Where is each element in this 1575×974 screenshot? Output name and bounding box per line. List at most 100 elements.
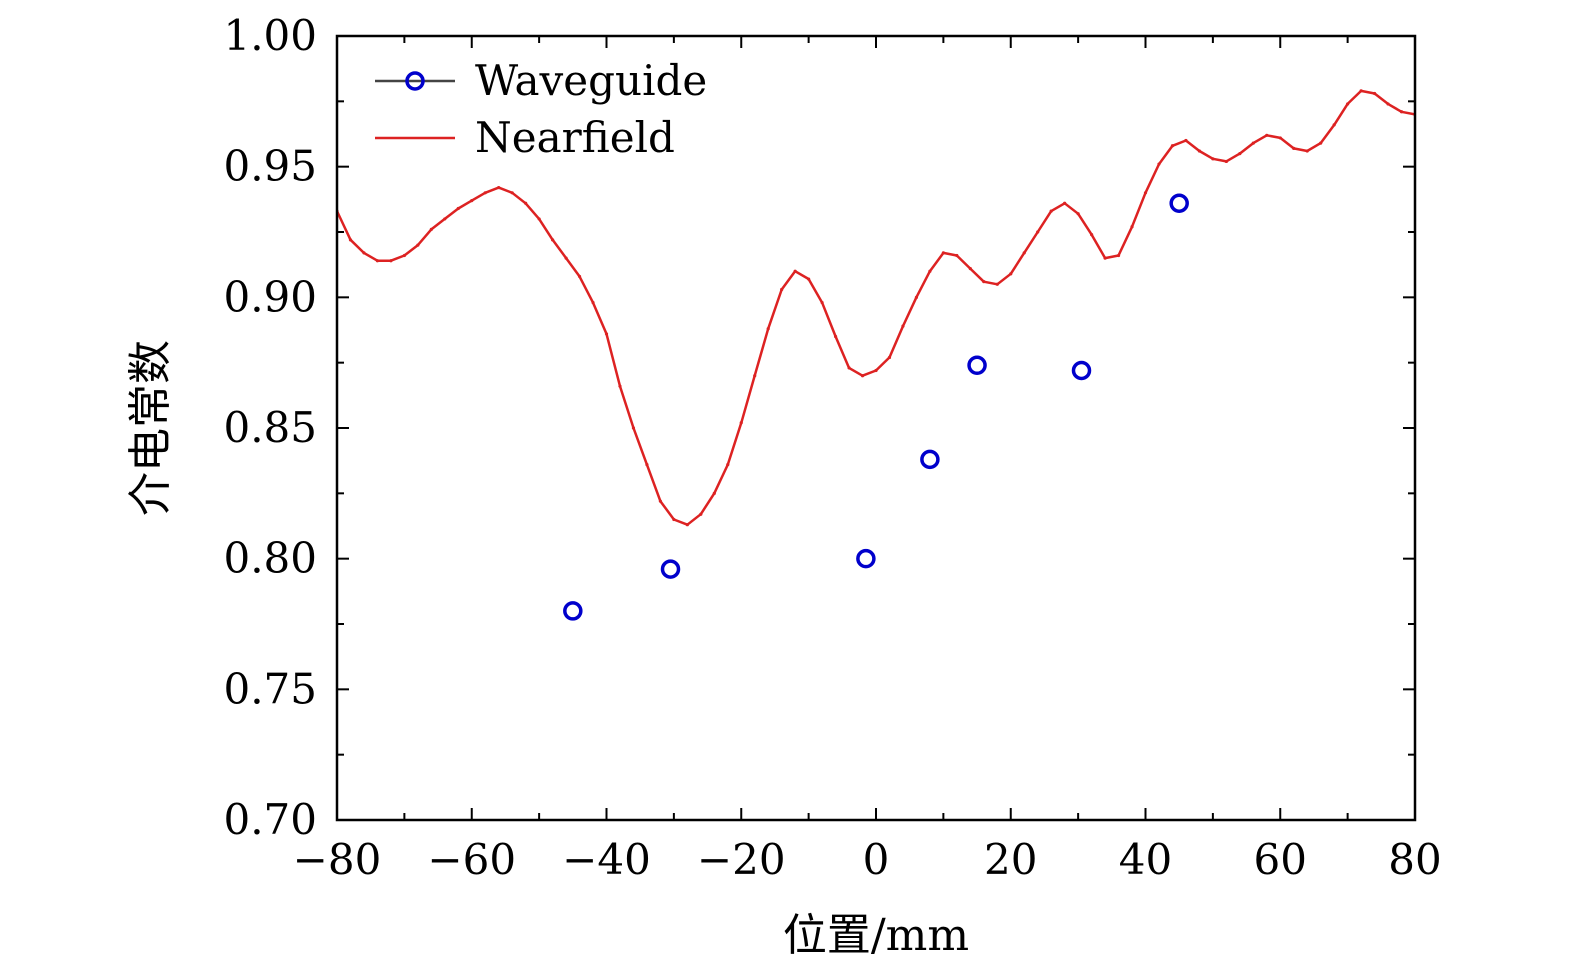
nearfield-point bbox=[375, 259, 380, 263]
nearfield-point bbox=[928, 269, 932, 273]
nearfield-point bbox=[1265, 133, 1269, 137]
points-layer bbox=[563, 193, 1189, 621]
nearfield-point bbox=[1251, 141, 1255, 145]
ticks-layer bbox=[336, 35, 1416, 821]
nearfield-point bbox=[537, 217, 541, 221]
x-tick-label: −80 bbox=[293, 835, 382, 884]
waveguide-point bbox=[660, 559, 681, 579]
nearfield-point bbox=[524, 201, 528, 205]
nearfield-point bbox=[591, 300, 595, 305]
nearfield-point bbox=[1399, 110, 1404, 114]
nearfield-point bbox=[551, 238, 555, 242]
nearfield-point bbox=[1332, 123, 1336, 127]
nearfield-point bbox=[389, 259, 393, 263]
nearfield-point bbox=[1063, 201, 1067, 205]
y-tick-label: 0.70 bbox=[223, 795, 317, 844]
nearfield-point bbox=[712, 491, 716, 495]
nearfield-point bbox=[1170, 144, 1175, 148]
nearfield-point bbox=[348, 238, 353, 242]
nearfield-point bbox=[1049, 209, 1053, 213]
nearfield-point bbox=[1319, 141, 1323, 145]
nearfield-point bbox=[631, 426, 636, 430]
nearfield-point bbox=[497, 185, 501, 190]
nearfield-point bbox=[416, 243, 420, 247]
nearfield-point bbox=[564, 256, 568, 260]
nearfield-point bbox=[820, 300, 824, 305]
nearfield-point bbox=[901, 324, 905, 328]
y-tick-label: 1.00 bbox=[223, 11, 317, 60]
x-tick-label: −40 bbox=[562, 835, 651, 884]
x-tick-label: 40 bbox=[1119, 835, 1172, 884]
nearfield-point bbox=[1305, 149, 1309, 153]
nearfield-point bbox=[860, 374, 865, 378]
nearfield-point bbox=[685, 523, 689, 527]
series-layer bbox=[337, 89, 1415, 527]
nearfield-point bbox=[955, 253, 959, 258]
nearfield-point bbox=[1184, 138, 1188, 143]
x-tick-label: −60 bbox=[427, 835, 516, 884]
nearfield-point bbox=[739, 421, 743, 425]
nearfield-point bbox=[1009, 272, 1013, 276]
nearfield-point bbox=[1292, 146, 1296, 150]
x-tick-label: 80 bbox=[1388, 835, 1441, 884]
nearfield-point bbox=[470, 199, 474, 203]
legend-marker-waveguide bbox=[405, 71, 425, 91]
nearfield-point bbox=[914, 295, 919, 299]
nearfield-point bbox=[658, 499, 663, 503]
nearfield-point bbox=[1130, 225, 1134, 229]
nearfield-point bbox=[577, 274, 582, 279]
nearfield-point bbox=[1346, 102, 1350, 106]
nearfield-point bbox=[1103, 256, 1107, 260]
nearfield-point bbox=[510, 191, 514, 195]
nearfield-point bbox=[362, 251, 366, 255]
nearfield-point bbox=[807, 277, 811, 281]
nearfield-point bbox=[1359, 89, 1363, 93]
waveguide-point bbox=[1071, 360, 1092, 381]
nearfield-point bbox=[402, 253, 406, 258]
nearfield-point bbox=[847, 366, 851, 370]
waveguide-point bbox=[856, 548, 876, 569]
nearfield-point bbox=[982, 280, 986, 284]
nearfield-point bbox=[1278, 136, 1282, 140]
nearfield-point bbox=[887, 355, 892, 360]
nearfield-point bbox=[672, 517, 676, 522]
x-tick-label: 60 bbox=[1254, 835, 1307, 884]
x-axis-title: 位置/mm bbox=[783, 910, 969, 961]
legend-label-nearfield: Nearfield bbox=[475, 113, 675, 162]
nearfield-point bbox=[793, 269, 797, 273]
nearfield-point bbox=[1224, 159, 1228, 164]
nearfield-point bbox=[604, 332, 609, 336]
nearfield-point bbox=[443, 217, 447, 221]
nearfield-point bbox=[726, 462, 730, 467]
y-tick-label: 0.80 bbox=[223, 534, 317, 583]
nearfield-point bbox=[1076, 212, 1080, 216]
nearfield-point bbox=[941, 251, 945, 255]
nearfield-point bbox=[968, 266, 972, 271]
legend-label-waveguide: Waveguide bbox=[475, 56, 707, 105]
legend: Waveguide Nearfield bbox=[375, 56, 707, 162]
x-tick-label: −20 bbox=[697, 835, 786, 884]
nearfield-point bbox=[780, 287, 784, 292]
nearfield-point bbox=[1386, 102, 1390, 106]
nearfield-point bbox=[699, 512, 703, 516]
nearfield-point bbox=[645, 462, 649, 467]
y-axis-title: 介电常数 bbox=[125, 340, 176, 516]
y-tick-label: 0.95 bbox=[223, 142, 317, 191]
nearfield-point bbox=[753, 374, 757, 378]
nearfield-point bbox=[456, 206, 460, 211]
nearfield-point bbox=[1372, 91, 1377, 96]
waveguide-point bbox=[1169, 193, 1189, 214]
nearfield-point bbox=[429, 227, 433, 231]
tick-labels: −80 −60 −40 −20 0 20 40 60 80 0.70 0.75 0.80 0.85 0.9… bbox=[223, 11, 1441, 884]
waveguide-point bbox=[563, 601, 583, 621]
nearfield-point bbox=[1197, 149, 1201, 153]
waveguide-point bbox=[967, 355, 987, 376]
nearfield-point bbox=[1116, 253, 1121, 258]
nearfield-point bbox=[1238, 152, 1242, 156]
nearfield-point bbox=[1157, 162, 1161, 166]
nearfield-point bbox=[1143, 191, 1148, 195]
nearfield-point bbox=[874, 368, 878, 373]
nearfield-point bbox=[618, 384, 622, 388]
y-tick-label: 0.75 bbox=[223, 664, 317, 713]
